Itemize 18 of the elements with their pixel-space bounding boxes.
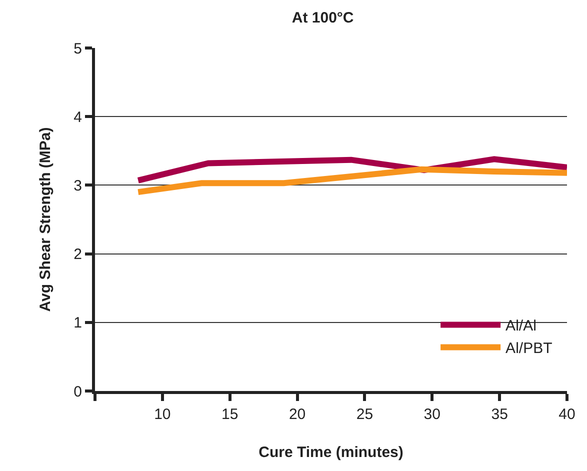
- chart-title: At 100°C: [292, 9, 354, 26]
- x-tick-label: 15: [222, 406, 238, 423]
- x-tick-label: 40: [558, 406, 576, 423]
- legend-label: Al/Al: [506, 318, 536, 335]
- y-tick-label: 2: [74, 246, 82, 264]
- y-tick-label: 3: [74, 177, 82, 194]
- x-tick-label: 10: [154, 406, 171, 423]
- x-axis-title: Cure Time (minutes): [258, 444, 404, 461]
- x-tick-label: 30: [424, 406, 440, 423]
- y-tick-label: 5: [74, 40, 82, 58]
- y-axis-title: Avg Shear Strength (MPa): [36, 127, 54, 312]
- y-tick-label: 0: [74, 383, 82, 400]
- y-tick-label: 1: [74, 314, 82, 332]
- x-tick-label: 25: [356, 406, 374, 423]
- x-tick-label: 35: [491, 406, 508, 423]
- y-tick-label: 4: [74, 108, 82, 126]
- x-tick-label: 20: [288, 406, 306, 423]
- legend-label: Al/PBT: [506, 340, 552, 358]
